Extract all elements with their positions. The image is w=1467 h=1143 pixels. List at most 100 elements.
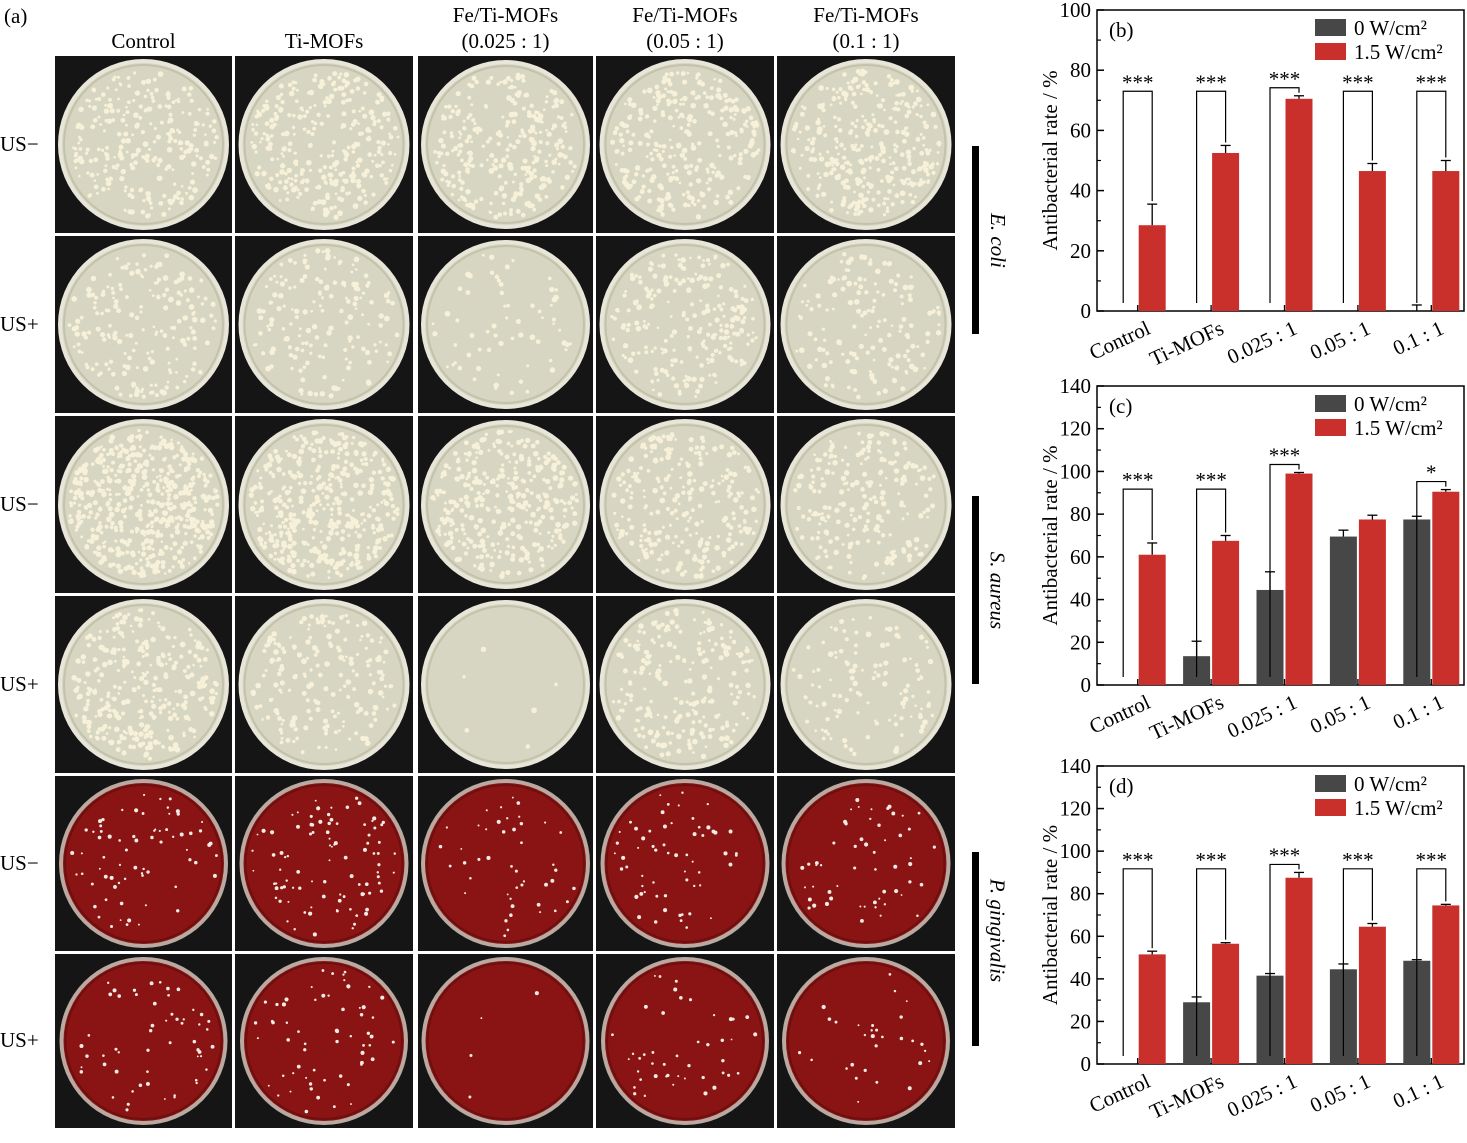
colony [844,698,849,703]
colony [841,90,847,97]
colony [815,293,821,299]
colony [192,556,197,561]
colony [178,473,182,478]
colony [101,92,106,97]
colony [707,639,711,643]
colony [146,488,151,492]
colony [503,180,508,185]
colony [94,97,98,101]
colony [834,650,838,655]
colony [455,90,461,97]
colony [863,176,867,180]
colony [160,540,164,543]
colony [268,553,274,559]
colony [307,627,311,631]
colony [729,346,733,350]
colony [267,141,273,147]
colony [808,484,814,490]
colony [355,623,360,628]
colony [672,175,676,179]
colony [691,661,695,665]
colony [919,676,924,680]
colony [279,531,283,535]
colony [882,458,887,463]
colony [541,182,547,189]
colony [168,136,174,141]
colony [936,140,942,146]
colony [108,726,112,730]
colony [337,446,343,452]
colony [681,512,688,518]
colony [185,465,191,471]
colony [807,331,813,337]
colony [279,275,283,279]
colony [456,466,462,472]
colony [679,102,682,106]
colony [878,337,884,343]
colony [328,521,333,525]
colony [688,182,694,187]
colony [358,490,364,496]
colony [529,334,536,341]
colony [669,315,673,319]
colony [493,548,497,552]
colony [116,469,121,473]
colony [851,351,857,357]
colony [841,543,845,546]
colony [167,710,171,714]
colony [118,150,123,156]
colony [329,177,333,182]
colony [301,658,307,665]
colony [506,544,511,549]
colony [101,661,108,668]
colony [468,113,473,118]
colony [176,522,180,526]
colony [387,143,390,146]
colony [910,89,914,93]
colony [174,529,181,535]
colony [921,136,926,140]
colony [141,394,146,399]
colony [668,275,673,280]
colony [131,744,137,750]
colony [125,138,131,144]
colony [625,327,631,333]
colony [657,479,661,483]
colony [121,370,128,377]
colony [253,501,258,505]
colony [818,545,823,550]
colony [512,111,518,117]
colony [803,695,808,700]
colony [143,94,148,99]
colony [862,310,868,316]
colony [471,459,477,466]
colony [368,505,372,509]
colony [610,139,616,145]
colony [115,167,118,170]
colony [725,720,729,725]
colony [850,121,855,126]
colony [817,104,822,109]
colony [160,626,166,632]
colony [910,343,916,349]
colony [340,122,347,129]
colony [745,106,751,112]
colony [809,306,814,312]
agar-surface [242,603,406,766]
colony [137,433,143,440]
colony [705,452,709,456]
colony [854,630,859,635]
colony [382,111,388,117]
colony [451,362,455,367]
colony [474,500,478,504]
colony [273,274,277,278]
colony [685,375,692,382]
colony [302,260,307,265]
colony [90,527,95,532]
colony [683,156,688,161]
colony [113,155,116,159]
colony [279,281,286,287]
colony [276,642,281,647]
colony [337,432,341,436]
colony [820,477,824,481]
